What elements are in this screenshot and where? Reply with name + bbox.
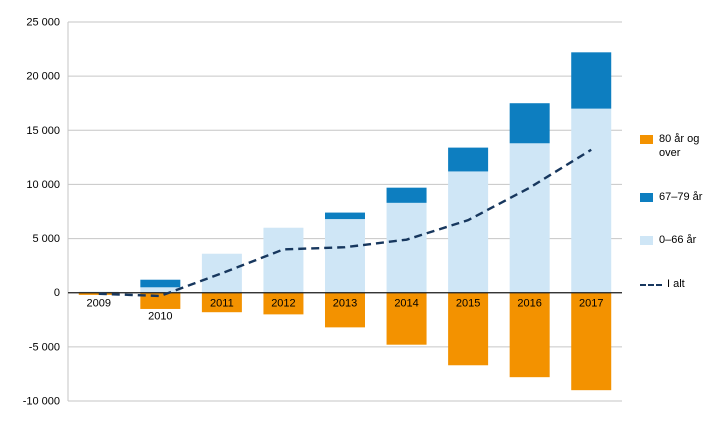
svg-text:25 000: 25 000 xyxy=(26,17,60,29)
svg-text:2016: 2016 xyxy=(517,298,541,310)
svg-text:0: 0 xyxy=(54,287,60,299)
svg-text:2010: 2010 xyxy=(148,311,172,323)
legend-label-67-79-ar: 67–79 år xyxy=(659,190,703,203)
legend-item-0-66-ar: 0–66 år xyxy=(640,234,719,248)
legend-label-i-alt: I alt xyxy=(667,278,685,290)
svg-text:2009: 2009 xyxy=(87,298,111,310)
svg-text:2011: 2011 xyxy=(210,298,234,310)
svg-text:2017: 2017 xyxy=(579,298,603,310)
svg-text:-10 000: -10 000 xyxy=(23,396,60,408)
legend-item-67-79-ar: 67–79 år xyxy=(640,191,719,205)
svg-text:2014: 2014 xyxy=(394,298,418,310)
legend-label-0-66-ar: 0–66 år xyxy=(659,234,697,247)
svg-text:20 000: 20 000 xyxy=(26,71,60,83)
legend-swatch-0-66-ar xyxy=(640,236,653,246)
svg-text:2015: 2015 xyxy=(456,298,480,310)
legend-swatch-i-alt-dashed-line xyxy=(640,284,662,286)
legend-item-i-alt: I alt xyxy=(640,278,719,292)
legend-swatch-67-79-ar xyxy=(640,192,653,202)
svg-text:15 000: 15 000 xyxy=(26,125,60,137)
svg-text:10 000: 10 000 xyxy=(26,179,60,191)
legend-swatch-80-ar-og-over xyxy=(640,135,653,144)
svg-text:2012: 2012 xyxy=(271,298,295,310)
svg-text:2013: 2013 xyxy=(333,298,357,310)
svg-text:5 000: 5 000 xyxy=(32,233,60,245)
chart-legend: 80 år og over 67–79 år 0–66 år I alt xyxy=(640,133,719,292)
svg-text:-5 000: -5 000 xyxy=(29,341,60,353)
legend-item-80-ar-og-over: 80 år og over xyxy=(640,133,719,161)
legend-label-80-ar-og-over: 80 år og over xyxy=(659,133,700,159)
